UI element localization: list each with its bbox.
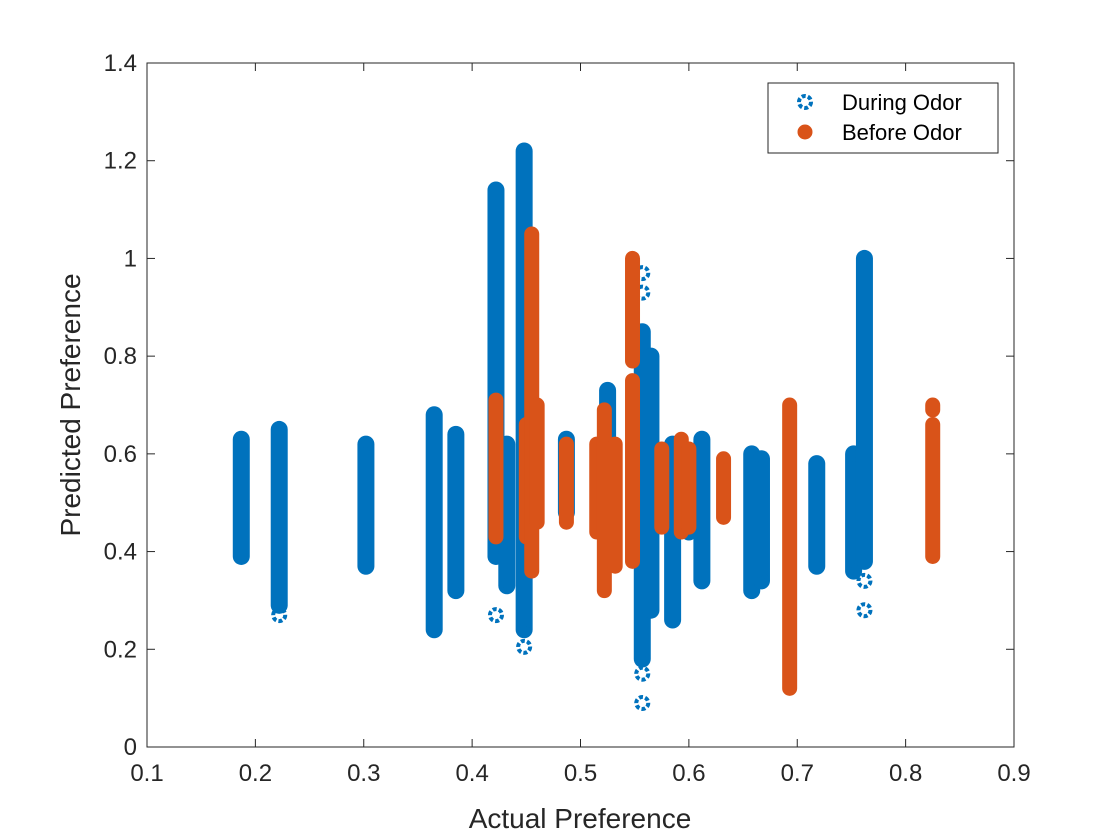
data-point — [634, 665, 651, 682]
data-point — [357, 436, 374, 453]
ticks-layer — [146, 62, 1015, 748]
data-point — [487, 182, 504, 199]
legend: During Odor Before Odor — [767, 82, 999, 154]
y-tick-label: 1.4 — [104, 50, 137, 77]
data-point — [856, 572, 873, 589]
data-point — [426, 406, 443, 423]
y-tick-label: 0.2 — [104, 636, 137, 663]
series-during-odor — [232, 142, 873, 712]
data-point — [271, 607, 288, 624]
data-point — [808, 558, 825, 575]
tick-labels: 0.1 0.2 0.3 0.4 0.5 0.6 0.7 0.8 0.9 0 0.2 0.4 0.6 0.8… — [104, 50, 1031, 787]
data-point — [447, 426, 464, 443]
data-point — [845, 563, 862, 580]
data-point — [233, 548, 250, 565]
data-point — [516, 638, 533, 655]
data-point — [664, 611, 681, 628]
data-point — [271, 421, 288, 438]
x-tick-label: 0.2 — [239, 760, 272, 787]
data-point — [693, 572, 710, 589]
x-tick-label: 0.8 — [889, 760, 922, 787]
x-tick-label: 0.1 — [130, 760, 163, 787]
x-tick-label: 0.6 — [672, 760, 705, 787]
x-tick-label: 0.4 — [455, 760, 488, 787]
data-point — [743, 582, 760, 599]
data-point — [693, 431, 710, 448]
y-tick-label: 0.4 — [104, 539, 137, 566]
data-point — [233, 431, 250, 448]
data-point — [426, 621, 443, 638]
legend-label-during-odor: During Odor — [842, 90, 962, 115]
y-axis-label: Predicted Preference — [55, 273, 86, 536]
y-tick-label: 0.6 — [104, 441, 137, 468]
data-point — [642, 602, 659, 619]
data-point — [856, 602, 873, 619]
data-point — [447, 582, 464, 599]
legend-marker-before-odor — [797, 124, 813, 140]
data-point — [599, 382, 616, 399]
data-point — [634, 265, 651, 282]
series-before-odor — [488, 226, 941, 696]
series-layer — [232, 142, 941, 712]
data-point — [634, 695, 651, 712]
x-tick-label: 0.3 — [347, 760, 380, 787]
y-tick-label: 1.2 — [104, 148, 137, 175]
data-point — [808, 455, 825, 472]
data-point — [753, 572, 770, 589]
data-point — [856, 553, 873, 570]
data-point — [498, 577, 515, 594]
data-point — [271, 597, 288, 614]
data-point — [642, 348, 659, 365]
data-point — [634, 284, 651, 301]
data-point — [634, 651, 651, 668]
x-tick-label: 0.9 — [997, 760, 1030, 787]
legend-label-before-odor: Before Odor — [842, 120, 962, 145]
data-point — [516, 621, 533, 638]
y-tick-label: 1 — [124, 245, 137, 272]
x-tick-label: 0.7 — [781, 760, 814, 787]
data-point — [487, 607, 504, 624]
y-tick-label: 0 — [124, 734, 137, 761]
data-point — [753, 450, 770, 467]
y-tick-label: 0.8 — [104, 343, 137, 370]
data-point — [498, 436, 515, 453]
data-point — [516, 142, 533, 159]
legend-marker-during-odor — [797, 94, 813, 110]
data-point — [634, 323, 651, 340]
x-axis-label: Actual Preference — [469, 803, 692, 834]
x-tick-label: 0.5 — [564, 760, 597, 787]
data-point — [357, 558, 374, 575]
plot-area-frame — [146, 62, 1015, 748]
data-point — [856, 250, 873, 267]
